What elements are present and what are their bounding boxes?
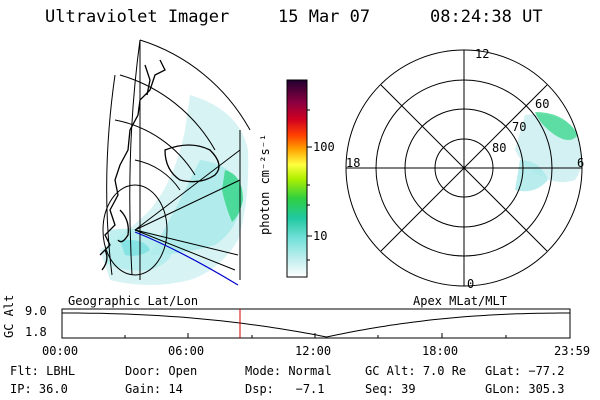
altitude-xtick-0600: 06:00 xyxy=(168,344,205,358)
status-gain: Gain: 14 xyxy=(125,382,183,396)
colorbar xyxy=(286,79,312,278)
altitude-xtick-2359: 23:59 xyxy=(554,344,591,358)
time-label: 08:24:38 UT xyxy=(430,7,543,27)
status-dsp: Dsp: −7.1 xyxy=(245,382,325,396)
altitude-xtick-1200: 12:00 xyxy=(295,344,332,358)
mlt-label-12: 12 xyxy=(475,47,490,61)
geographic-panel-title: Geographic Lat/Lon xyxy=(68,294,199,308)
apex-panel-title: Apex MLat/MLT xyxy=(413,294,507,308)
mlat-label-70: 70 xyxy=(512,120,527,134)
date-label: 15 Mar 07 xyxy=(278,7,371,27)
status-glon: GLon: 305.3 xyxy=(485,382,565,396)
colorbar-tick-10: 10 xyxy=(313,229,328,243)
altitude-ytick-9: 9.0 xyxy=(25,304,47,318)
coastline-outline xyxy=(99,59,220,271)
status-seq: Seq: 39 xyxy=(365,382,416,396)
colorbar-label: photon cm⁻²s⁻¹ xyxy=(258,133,272,235)
apex-polar-panel xyxy=(345,49,583,287)
mlt-label-0: 0 xyxy=(467,277,475,291)
status-ip: IP: 36.0 xyxy=(10,382,68,396)
mlt-label-18: 18 xyxy=(346,156,361,170)
status-flt: Flt: LBHL xyxy=(10,364,76,378)
aurora-emission-geo xyxy=(100,95,249,285)
day-night-terminator xyxy=(134,231,239,286)
altitude-plot-frame xyxy=(61,308,571,339)
altitude-curve xyxy=(62,312,570,338)
instrument-title: Ultraviolet Imager xyxy=(45,7,230,27)
mlat-label-80: 80 xyxy=(492,141,507,155)
status-mode: Mode: Normal xyxy=(245,364,332,378)
altitude-xticks xyxy=(61,333,571,338)
status-glat: GLat: −77.2 xyxy=(485,364,565,378)
altitude-xtick-1800: 18:00 xyxy=(422,344,459,358)
geographic-panel xyxy=(99,39,251,286)
status-door: Door: Open xyxy=(125,364,198,378)
altitude-ylabel: GC Alt xyxy=(2,294,16,338)
altitude-ytick-1-8: 1.8 xyxy=(25,325,47,339)
colorbar-tick-100: 100 xyxy=(313,140,335,154)
geo-grid xyxy=(102,39,251,280)
status-gc-alt: GC Alt: 7.0 Re xyxy=(365,364,467,378)
mlat-label-60: 60 xyxy=(535,97,550,111)
mlt-label-6: 6 xyxy=(577,156,585,170)
altitude-plot xyxy=(61,308,571,339)
altitude-xtick-0000: 00:00 xyxy=(42,344,79,358)
